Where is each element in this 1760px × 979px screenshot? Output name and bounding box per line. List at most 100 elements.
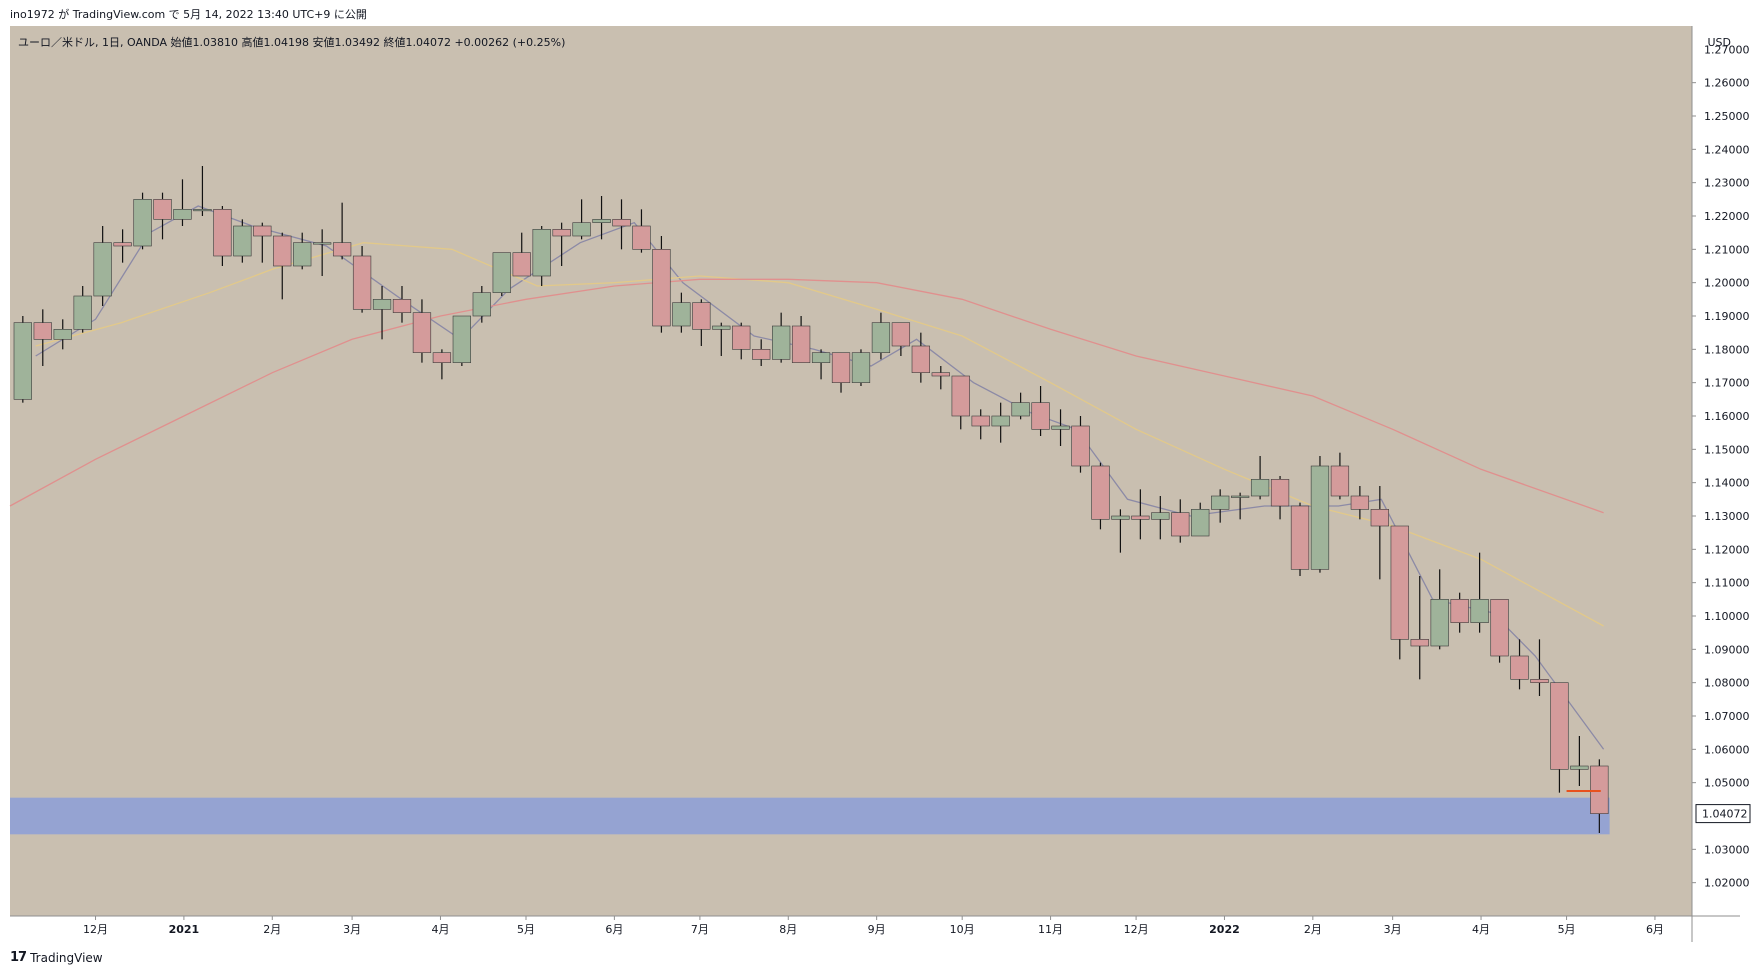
candle-down — [1370, 509, 1389, 527]
candle-up — [73, 295, 92, 330]
candle-down — [113, 242, 132, 247]
y-axis-unit: USD — [1707, 36, 1731, 49]
y-tick-label: 1.11000 — [1704, 577, 1750, 590]
y-tick-label: 1.24000 — [1704, 143, 1750, 156]
y-tick-label: 1.23000 — [1704, 177, 1750, 190]
candle-up — [811, 352, 831, 363]
y-tick-label: 1.07000 — [1704, 710, 1750, 723]
candle-up — [772, 325, 791, 360]
x-tick-label: 6月 — [605, 923, 623, 936]
x-tick-label: 7月 — [691, 923, 709, 936]
candle-up — [193, 209, 212, 212]
candle-up — [672, 302, 691, 327]
candle-up — [572, 222, 591, 237]
candle-down — [831, 352, 851, 383]
candle-up — [1430, 599, 1449, 647]
candle-down — [1131, 515, 1150, 520]
y-tick-label: 1.13000 — [1704, 510, 1750, 523]
y-tick-label: 1.12000 — [1704, 543, 1750, 556]
current-price-label: 1.04072 — [1702, 808, 1748, 821]
candle-up — [592, 219, 611, 223]
candle-down — [612, 219, 631, 227]
candle-down — [1410, 639, 1429, 647]
plot-background — [10, 26, 1692, 916]
candle-up — [313, 242, 332, 245]
x-tick-label: 4月 — [431, 923, 449, 936]
candle-down — [1330, 465, 1350, 497]
candle-down — [512, 252, 531, 277]
y-tick-label: 1.09000 — [1704, 643, 1750, 656]
candle-down — [971, 415, 990, 427]
candle-up — [1191, 509, 1210, 537]
y-tick-label: 1.21000 — [1704, 243, 1750, 256]
candle-up — [293, 242, 312, 267]
candle-down — [951, 375, 970, 417]
candle-down — [253, 225, 272, 237]
candle-down — [552, 229, 571, 237]
candle-down — [752, 349, 771, 360]
y-axis[interactable]: USD 1.26000 1.25000 1.24000 1.23000 1.22000 1… — [1692, 36, 1751, 890]
y-tick-label: 1.17000 — [1704, 377, 1750, 390]
candle-down — [1290, 505, 1310, 570]
x-tick-label: 5月 — [1558, 923, 1576, 936]
y-tick-label-partial: 1.27000 — [1704, 43, 1750, 56]
candle-down — [1590, 765, 1609, 814]
y-tick-label: 1.05000 — [1704, 777, 1750, 790]
candle-up — [472, 292, 491, 317]
chart-legend: ユーロ／米ドル, 1日, OANDA 始値1.03810 高値1.04198 安… — [18, 35, 565, 49]
candle-up — [13, 322, 32, 400]
x-tick-label: 2月 — [1304, 923, 1322, 936]
candle-down — [332, 242, 352, 257]
candle-down — [432, 352, 452, 363]
support-zone — [10, 797, 1610, 835]
y-tick-label: 1.16000 — [1704, 410, 1750, 423]
candle-down — [1390, 525, 1409, 640]
current-price-box — [1695, 804, 1751, 824]
x-tick-label: 10月 — [950, 923, 975, 936]
candle-up — [1151, 512, 1170, 520]
y-tick-label: 1.14000 — [1704, 477, 1750, 490]
candle-up — [233, 225, 252, 257]
candle-down — [153, 199, 172, 220]
candle-down — [1530, 679, 1549, 683]
candle-down — [931, 372, 950, 377]
candle-down — [1510, 655, 1529, 680]
candle-up — [1310, 465, 1330, 570]
candle-up — [492, 252, 511, 293]
candle-down — [1071, 425, 1090, 467]
candle-up — [1231, 495, 1250, 498]
x-axis[interactable]: 12月 2021 2月 3月 4月 5月 6月 7月 8月 9月 10月 11月 12月 2022 2月 3月… — [83, 916, 1664, 936]
candle-down — [1550, 682, 1569, 770]
candle-down — [352, 255, 372, 310]
y-tick-label: 1.20000 — [1704, 277, 1750, 290]
candle-up — [1250, 479, 1270, 497]
x-tick-label: 3月 — [343, 923, 361, 936]
candle-up — [1470, 599, 1489, 623]
published-line: ino1972 が TradingView.com で 5月 14, 2022 … — [10, 8, 367, 21]
candle-down — [1031, 402, 1050, 430]
y-tick-label: 1.10000 — [1704, 610, 1750, 623]
candle-down — [891, 322, 911, 347]
y-tick-label: 1.02000 — [1704, 877, 1750, 890]
candle-down — [1270, 479, 1290, 507]
y-tick-label: 1.15000 — [1704, 443, 1750, 456]
candle-down — [1171, 512, 1190, 537]
x-tick-label: 12月 — [1124, 923, 1149, 936]
candle-down — [632, 225, 651, 250]
x-tick-label: 12月 — [83, 923, 108, 936]
moving-average-line — [9, 278, 1604, 514]
y-tick-label: 1.18000 — [1704, 343, 1750, 356]
candle-down — [791, 325, 811, 363]
y-tick-label: 1.19000 — [1704, 310, 1750, 323]
candle-up — [452, 315, 471, 363]
x-tick-label: 4月 — [1472, 923, 1490, 936]
candle-up — [93, 242, 112, 297]
footer: 17 TradingView — [10, 950, 103, 965]
y-tick-label: 1.06000 — [1704, 743, 1750, 756]
candle-down — [392, 299, 412, 313]
x-tick-label: 2月 — [263, 923, 281, 936]
candle-up — [1570, 765, 1589, 770]
candle-up — [1211, 495, 1230, 510]
x-tick-label: 8月 — [779, 923, 797, 936]
